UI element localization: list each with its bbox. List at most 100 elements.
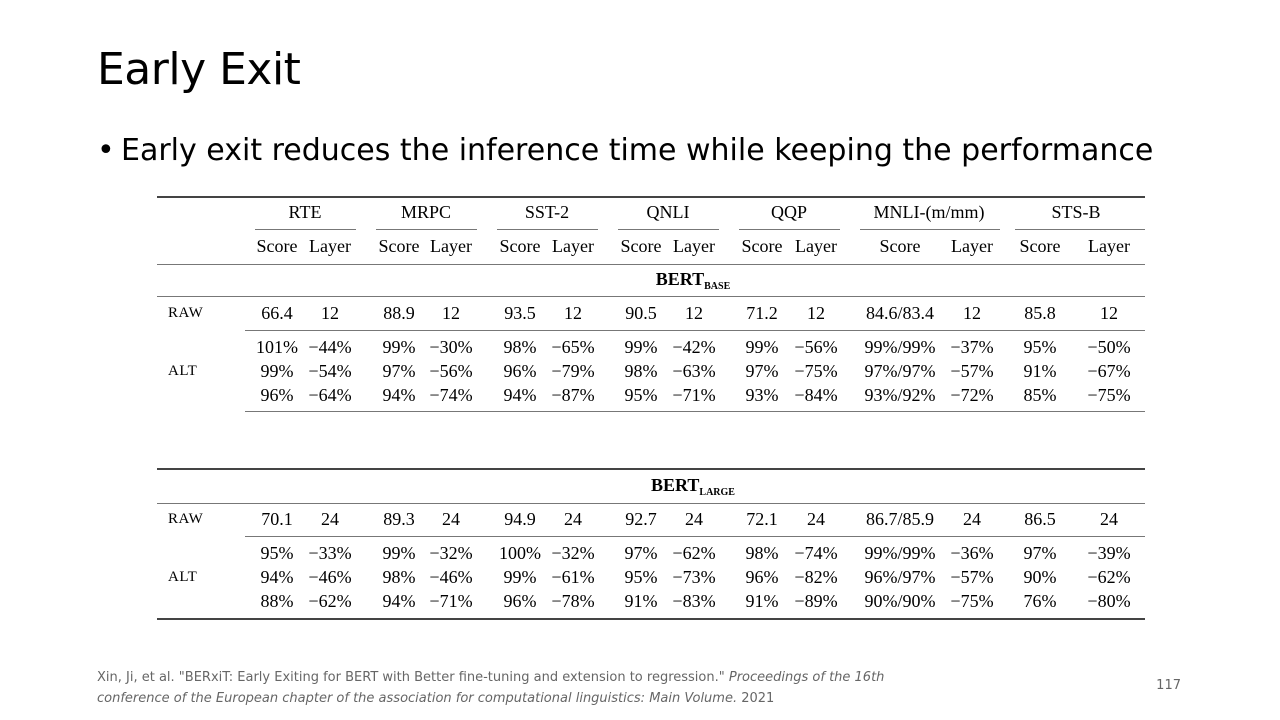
cell-score: 94% <box>382 385 416 405</box>
subheader-layer-1: Layer <box>430 236 472 256</box>
cell-layer: −74% <box>794 543 838 563</box>
cell-layer: −64% <box>308 385 352 405</box>
cell-score: 101% <box>256 337 298 357</box>
cell-score: 89.3 <box>383 509 415 529</box>
cell-score: 97%/97% <box>864 361 936 381</box>
cell-score: 99% <box>503 567 537 587</box>
column-header-4: QQP <box>770 202 808 222</box>
cell-score: 88% <box>260 591 294 611</box>
cell-score: 98% <box>503 337 537 357</box>
cell-layer: 12 <box>685 303 703 323</box>
cell-layer: −62% <box>1087 567 1131 587</box>
cell-layer: −46% <box>308 567 352 587</box>
subheader-score-3: Score <box>620 236 662 256</box>
cell-layer: 24 <box>564 509 582 529</box>
cell-score: 95% <box>624 385 658 405</box>
cell-layer: 12 <box>321 303 339 323</box>
cell-layer: −30% <box>429 337 473 357</box>
subheader-layer-3: Layer <box>673 236 715 256</box>
cell-layer: −54% <box>308 361 352 381</box>
column-group-rule-4 <box>739 229 840 230</box>
cell-score: 95% <box>624 567 658 587</box>
cell-score: 96% <box>745 567 779 587</box>
cell-score: 99% <box>260 361 294 381</box>
subheader-layer-4: Layer <box>795 236 837 256</box>
column-group-rule-6 <box>1015 229 1145 230</box>
cell-score: 85% <box>1023 385 1057 405</box>
cell-layer: −56% <box>794 337 838 357</box>
cell-layer: −32% <box>551 543 595 563</box>
cell-layer: −75% <box>1087 385 1131 405</box>
cell-score: 90.5 <box>625 303 657 323</box>
section-bottom-rule-1 <box>157 618 1145 620</box>
cell-layer: 24 <box>963 509 981 529</box>
cell-score: 91% <box>624 591 658 611</box>
bullet-text: Early exit reduces the inference time wh… <box>121 133 1154 168</box>
column-group-rule-0 <box>255 229 356 230</box>
cell-score: 97% <box>382 361 416 381</box>
subheader-score-6: Score <box>1019 236 1061 256</box>
cell-score: 93%/92% <box>864 385 936 405</box>
cell-score: 94% <box>503 385 537 405</box>
cell-score: 96% <box>503 361 537 381</box>
cell-score: 91% <box>1023 361 1057 381</box>
citation-venue-1: Proceedings of the 16th <box>728 670 885 685</box>
cell-score: 100% <box>499 543 541 563</box>
section-title-0: BERTBASE <box>656 269 731 292</box>
column-header-1: MRPC <box>400 202 452 222</box>
model-name: BERT <box>651 475 700 495</box>
subheader-score-2: Score <box>499 236 541 256</box>
citation: Xin, Ji, et al. "BERxiT: Early Exiting f… <box>97 667 884 709</box>
cell-score: 96% <box>503 591 537 611</box>
cell-score: 99% <box>382 543 416 563</box>
cell-score: 97% <box>1023 543 1057 563</box>
cell-score: 86.5 <box>1024 509 1056 529</box>
cell-layer: −82% <box>794 567 838 587</box>
header-bottom-rule <box>157 264 1145 265</box>
cell-layer: 12 <box>807 303 825 323</box>
cell-layer: −71% <box>429 591 473 611</box>
cell-score: 96%/97% <box>864 567 936 587</box>
cell-layer: 24 <box>321 509 339 529</box>
cell-score: 93% <box>745 385 779 405</box>
column-header-0: RTE <box>288 202 322 222</box>
table-top-rule <box>157 196 1145 198</box>
cell-layer: −75% <box>794 361 838 381</box>
citation-year: 2021 <box>737 691 775 706</box>
section-bottom-rule-0 <box>245 411 1145 412</box>
column-group-rule-1 <box>376 229 477 230</box>
cell-layer: −61% <box>551 567 595 587</box>
row-label-alt: ALT <box>168 569 198 585</box>
cell-score: 94% <box>382 591 416 611</box>
cell-score: 85.8 <box>1024 303 1056 323</box>
cell-layer: −72% <box>950 385 994 405</box>
cell-layer: −74% <box>429 385 473 405</box>
column-group-rule-5 <box>860 229 1000 230</box>
cell-score: 86.7/85.9 <box>865 509 935 529</box>
cell-score: 95% <box>1023 337 1057 357</box>
row-label-alt: ALT <box>168 363 198 379</box>
subheader-layer-2: Layer <box>552 236 594 256</box>
cell-layer: −67% <box>1087 361 1131 381</box>
cell-layer: 12 <box>963 303 981 323</box>
cell-layer: 12 <box>1100 303 1118 323</box>
cell-score: 88.9 <box>383 303 415 323</box>
section-title-1: BERTLARGE <box>651 475 735 498</box>
cell-layer: −87% <box>551 385 595 405</box>
cell-score: 99%/99% <box>864 337 936 357</box>
column-header-6: STS-B <box>1051 202 1101 222</box>
cell-layer: −33% <box>308 543 352 563</box>
row-label-raw: RAW <box>168 305 204 321</box>
cell-layer: −44% <box>308 337 352 357</box>
subheader-score-0: Score <box>256 236 298 256</box>
cell-layer: −65% <box>551 337 595 357</box>
cell-layer: −32% <box>429 543 473 563</box>
column-group-rule-3 <box>618 229 719 230</box>
model-name: BERT <box>655 269 705 289</box>
cell-score: 84.6/83.4 <box>865 303 935 323</box>
subheader-score-4: Score <box>741 236 783 256</box>
cell-layer: −63% <box>672 361 716 381</box>
cell-score: 94% <box>260 567 294 587</box>
cell-layer: −71% <box>672 385 716 405</box>
